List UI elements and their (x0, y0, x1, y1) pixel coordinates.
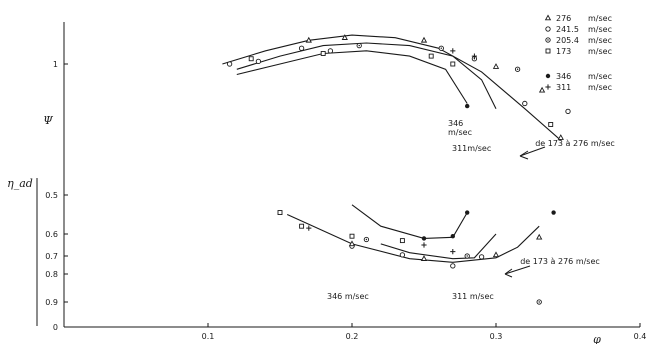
eta-point-8-dot (365, 238, 368, 241)
axes-group: 0.1 0.2 0.3 0.4 φ 1 Ψ 0 0.5 0.6 0.7 0.8 0.9 η_ad (7, 22, 646, 344)
x-tick-label-2: 0.3 (490, 332, 503, 341)
psi-point-16 (248, 56, 254, 62)
legend-unit-5: m/sec (588, 83, 612, 92)
psi-tick-label-0: 1 (53, 60, 58, 69)
legend-label-2: 205.4 (556, 36, 579, 45)
eta-point-15 (421, 242, 427, 248)
psi-curve-2 (236, 50, 468, 104)
eta-point-21-dot (538, 301, 540, 303)
psi-point-9 (492, 63, 500, 69)
eta-point-16 (450, 249, 456, 255)
psi-axis-label: Ψ (43, 114, 53, 127)
psi-point-21 (450, 48, 456, 54)
psi-point-4 (522, 100, 528, 107)
psi-point-7 (341, 34, 348, 40)
annotation-arrowhead-eta (504, 268, 513, 278)
legend-label-1: 241.5 (556, 25, 579, 34)
annotation-arrow-psi (519, 146, 546, 157)
legend-label-0: 276 (556, 14, 571, 23)
eta-curve-1 (380, 233, 497, 260)
eta-point-5 (420, 255, 428, 261)
psi-point-8 (420, 36, 428, 43)
eta-point-7 (536, 233, 543, 240)
legend-marker-4 (545, 73, 551, 79)
psi-point-20 (548, 122, 554, 127)
eta-point-11 (299, 223, 305, 229)
psi-curve-0 (222, 34, 562, 141)
annotation-3-line-0: 346 m/sec (327, 292, 369, 301)
eta-point-9-dot (466, 255, 468, 257)
legend-marker-0 (544, 14, 552, 21)
x-tick-label-1: 0.2 (346, 332, 359, 341)
curves-group (222, 34, 562, 263)
eta-axis-label: η_ad (7, 177, 33, 190)
psi-point-5 (565, 108, 571, 114)
eta-tick-label-1: 0.5 (45, 191, 58, 200)
legend-marker-1 (545, 26, 551, 32)
eta-point-10 (277, 210, 283, 216)
legend-unit-2: m/sec (588, 36, 612, 45)
eta-point-4 (348, 240, 356, 247)
eta-point-17 (421, 236, 427, 241)
annotation-0-line-0: 346 (448, 119, 463, 128)
eta-tick-label-3: 0.7 (45, 252, 58, 261)
annotation-2-line-0: de 173 à 276 m/sec (535, 139, 615, 148)
legend-label-5: 311 (556, 83, 571, 92)
psi-point-3 (327, 48, 334, 54)
eta-point-20 (551, 210, 556, 215)
points-group (226, 34, 571, 305)
eta-tick-label-2: 0.6 (45, 230, 58, 239)
eta-point-13 (399, 238, 405, 244)
annotation-1-line-0: 311m/sec (452, 144, 491, 153)
psi-point-10 (538, 86, 546, 93)
psi-point-1 (255, 58, 262, 65)
eta-tick-label-5: 0.9 (45, 298, 58, 307)
eta-point-6 (492, 251, 500, 258)
psi-point-12-dot (358, 44, 360, 47)
eta-point-12 (349, 233, 355, 239)
psi-point-13-dot (440, 47, 442, 49)
eta-point-19 (465, 210, 470, 215)
legend-unit-4: m/sec (588, 72, 612, 81)
annotation-5-line-0: de 173 à 276 m/sec (520, 257, 600, 266)
x-tick-label-0: 0.1 (202, 332, 215, 341)
eta-curve-0 (286, 213, 540, 263)
eta-point-2 (450, 263, 456, 269)
legend-marker-3 (545, 48, 551, 54)
psi-point-19 (450, 61, 456, 67)
psi-point-18 (428, 53, 434, 59)
eta-point-1 (399, 252, 406, 258)
psi-point-11 (557, 134, 564, 140)
legend-unit-0: m/sec (588, 14, 612, 23)
legend-label-4: 346 (556, 72, 571, 81)
annotation-4-line-0: 311 m/sec (452, 292, 494, 301)
psi-curve-1 (236, 42, 497, 109)
legend-unit-1: m/sec (588, 25, 612, 34)
eta-curve-2 (351, 204, 468, 239)
x-tick-label-3: 0.4 (634, 332, 647, 341)
legend: 276 m/sec 241.5 m/sec 205.4 m/sec 173 m/sec 346 m… (544, 14, 612, 92)
psi-point-23 (465, 103, 470, 109)
annotation-arrowhead-psi (519, 150, 529, 160)
psi-point-17 (320, 51, 326, 56)
eta-point-3 (478, 254, 485, 260)
legend-label-3: 173 (556, 47, 571, 56)
psi-point-22 (471, 53, 477, 59)
eta-point-18 (450, 234, 455, 239)
annotation-0-line-1: m/sec (448, 128, 472, 137)
annotation-arrow-eta (504, 265, 531, 275)
psi-point-15-dot (516, 68, 519, 70)
legend-unit-3: m/sec (588, 47, 612, 56)
psi-point-2 (298, 45, 305, 51)
legend-marker-5 (545, 84, 551, 90)
eta-tick-label-0: 0 (53, 323, 58, 332)
eta-point-14 (306, 225, 312, 231)
x-axis-label: φ (593, 333, 601, 344)
psi-point-6 (305, 36, 312, 43)
eta-tick-label-4: 0.8 (45, 270, 58, 279)
legend-marker-2-dot (547, 39, 549, 41)
psi-point-0 (226, 61, 233, 67)
